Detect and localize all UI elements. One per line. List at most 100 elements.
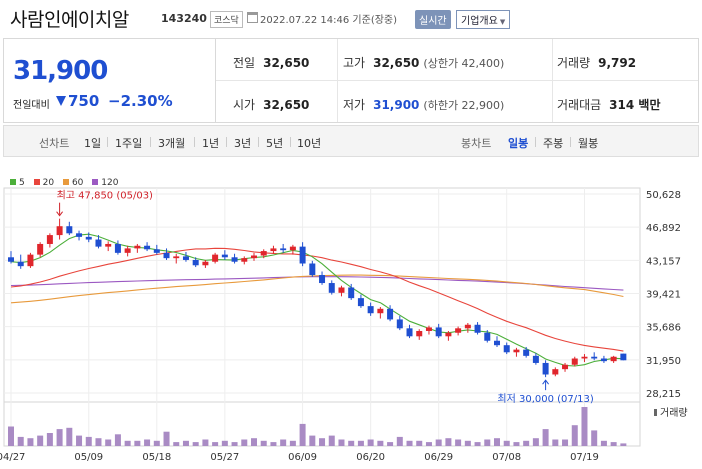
volume-bar bbox=[396, 436, 403, 446]
candle bbox=[134, 243, 141, 253]
separator bbox=[107, 137, 108, 147]
low-arrow-head bbox=[542, 379, 549, 385]
legend-ma60[interactable]: 60 bbox=[62, 178, 83, 188]
change-label: 전일대비 bbox=[13, 100, 50, 111]
period-daily[interactable]: 일봉 bbox=[508, 137, 529, 150]
candle bbox=[357, 294, 364, 308]
separator bbox=[226, 137, 227, 147]
legend-ma20[interactable]: 20 bbox=[33, 178, 54, 188]
candle bbox=[523, 346, 530, 358]
candle-body bbox=[542, 362, 549, 375]
legend-swatch bbox=[92, 179, 99, 185]
chart-axes: 50,628 46,892 43,157 39,421 35,686 31,950 28,2… bbox=[0, 190, 688, 463]
candle-body bbox=[591, 356, 598, 359]
volume-bar bbox=[328, 435, 335, 446]
volume-bar bbox=[95, 438, 102, 446]
candle bbox=[455, 326, 462, 336]
candle bbox=[95, 235, 102, 249]
volume-label: 거래량 bbox=[557, 56, 591, 70]
volume-bar bbox=[610, 442, 617, 446]
period-weekly[interactable]: 주봉 bbox=[543, 137, 564, 150]
low-value: 31,900 bbox=[373, 98, 420, 112]
candle bbox=[406, 324, 413, 339]
volume-bar bbox=[144, 439, 151, 446]
chart-period-bar: 선차트 1일 1주일 3개월 1년 3년 5년 10년 봉차트 일봉 주봉 월봉 bbox=[3, 125, 699, 157]
volume-bar bbox=[591, 430, 598, 446]
candle-body bbox=[309, 263, 316, 276]
candle-body bbox=[241, 258, 248, 262]
volume-bar bbox=[503, 440, 510, 446]
legend-ma5[interactable]: 5 bbox=[10, 178, 25, 188]
candle bbox=[464, 322, 471, 333]
range-5y[interactable]: 5년 bbox=[266, 137, 284, 150]
candle bbox=[581, 354, 588, 363]
volume-bar bbox=[455, 439, 462, 446]
volume-cell: 거래량 9,792 bbox=[557, 54, 636, 71]
candle-body bbox=[494, 340, 500, 346]
candle bbox=[27, 252, 34, 268]
candle-body bbox=[367, 306, 374, 314]
range-1w[interactable]: 1주일 bbox=[115, 137, 143, 150]
candle-body bbox=[37, 243, 44, 255]
candle bbox=[241, 256, 248, 265]
candle-body bbox=[46, 235, 53, 244]
volume-bar bbox=[124, 440, 131, 446]
candle-body bbox=[212, 254, 219, 262]
candle-body bbox=[416, 330, 423, 337]
volume-bar bbox=[17, 436, 24, 446]
chevron-down-icon: ▼ bbox=[499, 18, 506, 26]
range-3m[interactable]: 3개월 bbox=[158, 137, 186, 150]
volume-bar bbox=[581, 407, 588, 446]
y-tick-label: 43,157 bbox=[646, 256, 681, 267]
legend-ma120[interactable]: 120 bbox=[92, 178, 118, 188]
volume-bar bbox=[76, 435, 83, 446]
candle-body bbox=[299, 246, 306, 264]
volume-bar bbox=[513, 442, 520, 446]
candle bbox=[212, 252, 219, 264]
candle-body bbox=[202, 261, 209, 266]
volume-bar bbox=[8, 426, 14, 446]
candle bbox=[552, 367, 559, 377]
volume-bar bbox=[484, 439, 491, 446]
candle bbox=[289, 244, 296, 255]
y-tick-label: 35,686 bbox=[646, 323, 681, 334]
range-1y[interactable]: 1년 bbox=[202, 137, 220, 150]
separator bbox=[194, 137, 195, 147]
candle bbox=[562, 362, 569, 372]
column-divider bbox=[337, 39, 338, 122]
line-chart-label: 선차트 bbox=[39, 137, 70, 150]
candle-body bbox=[289, 246, 296, 251]
volume-bar bbox=[231, 442, 238, 446]
amount-cell: 거래대금 314 백만 bbox=[557, 96, 660, 113]
legend-swatch bbox=[33, 179, 40, 185]
candle-body bbox=[260, 251, 267, 256]
candle-body bbox=[231, 257, 238, 262]
volume-bar bbox=[134, 440, 141, 446]
x-tick-label: 07/08 bbox=[492, 452, 521, 463]
candle-body bbox=[562, 364, 569, 370]
volume-bar bbox=[46, 433, 53, 446]
legend-label: 5 bbox=[19, 178, 25, 188]
candle-body bbox=[513, 349, 520, 353]
range-3y[interactable]: 3년 bbox=[234, 137, 252, 150]
volume-bar bbox=[464, 440, 471, 446]
range-10y[interactable]: 10년 bbox=[297, 137, 322, 150]
volume-bar bbox=[85, 436, 92, 446]
realtime-button[interactable]: 실시간 bbox=[415, 10, 451, 29]
candle bbox=[309, 260, 316, 277]
lower-limit: (하한가 22,900) bbox=[423, 99, 505, 112]
open-cell: 시가 32,650 bbox=[233, 96, 309, 113]
stock-header: 사람인에이치알 143240 코스닥 2022.07.22 14:46 기준(장… bbox=[0, 0, 702, 38]
candle bbox=[338, 285, 345, 297]
period-monthly[interactable]: 월봉 bbox=[578, 137, 599, 150]
candle bbox=[367, 302, 374, 316]
volume-bars bbox=[8, 407, 627, 446]
candle bbox=[280, 243, 287, 253]
volume-bar bbox=[37, 435, 44, 446]
range-1d[interactable]: 1일 bbox=[84, 137, 102, 150]
company-overview-dropdown[interactable]: 기업개요 ▼ bbox=[456, 10, 511, 29]
volume-bar bbox=[474, 442, 481, 446]
volume-bar bbox=[56, 429, 63, 446]
candle-body bbox=[114, 243, 121, 253]
